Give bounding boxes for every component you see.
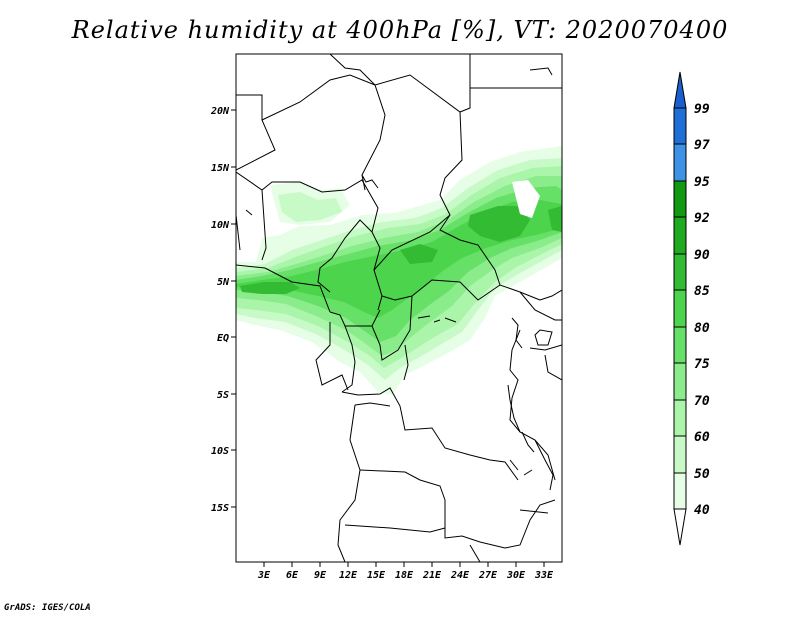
colorbar-label-60: 60 bbox=[694, 430, 710, 445]
grads-credit: GrADS: IGES/COLA bbox=[4, 603, 91, 613]
colorbar-bin-60-70 bbox=[673, 399, 687, 437]
lat-tick-5n: 5N bbox=[217, 277, 230, 288]
colorbar-label-75: 75 bbox=[694, 357, 710, 372]
lon-tick-21e: 21E bbox=[422, 570, 442, 581]
lon-axis: 3E 6E 9E 12E 15E 18E 21E 24E 27E 30E 33E bbox=[257, 562, 554, 581]
rh-85-patch bbox=[240, 282, 300, 294]
lon-tick-33e: 33E bbox=[534, 570, 554, 581]
lon-tick-9e: 9E bbox=[314, 570, 327, 581]
lon-tick-6e: 6E bbox=[286, 570, 299, 581]
colorbar-bottom-arrow bbox=[673, 508, 687, 546]
colorbar-label-95: 95 bbox=[694, 175, 710, 190]
colorbar-label-70: 70 bbox=[694, 394, 710, 409]
lon-tick-30e: 30E bbox=[506, 570, 526, 581]
lon-tick-3e: 3E bbox=[257, 570, 271, 581]
colorbar-bin-97-99 bbox=[673, 107, 687, 145]
colorbar-label-80: 80 bbox=[694, 321, 710, 336]
colorbar-bin-70-75 bbox=[673, 362, 687, 401]
lon-tick-24e: 24E bbox=[450, 570, 470, 581]
lat-tick-10s: 10S bbox=[211, 446, 229, 457]
country-borders bbox=[236, 54, 562, 562]
colorbar-label-40: 40 bbox=[694, 503, 710, 518]
colorbar-top-arrow bbox=[673, 71, 687, 109]
colorbar-bin-40-50 bbox=[673, 472, 687, 510]
lat-tick-15s: 15S bbox=[211, 503, 229, 514]
humidity-shading bbox=[236, 146, 562, 395]
colorbar-label-92: 92 bbox=[694, 211, 710, 226]
lat-tick-10n: 10N bbox=[211, 220, 230, 231]
colorbar-label-99: 99 bbox=[694, 102, 710, 117]
lon-tick-18e: 18E bbox=[395, 570, 414, 581]
lon-tick-27e: 27E bbox=[478, 570, 498, 581]
lon-tick-12e: 12E bbox=[339, 570, 358, 581]
colorbar-bin-92-95 bbox=[673, 180, 687, 218]
colorbar: 99 97 95 92 90 85 80 75 70 60 50 40 bbox=[673, 71, 710, 546]
lat-tick-15n: 15N bbox=[211, 163, 230, 174]
lat-tick-20n: 20N bbox=[210, 106, 230, 117]
lon-tick-15e: 15E bbox=[367, 570, 386, 581]
map-frame bbox=[235, 53, 563, 563]
colorbar-label-50: 50 bbox=[694, 467, 710, 482]
lat-tick-eq: EQ bbox=[217, 333, 229, 344]
colorbar-label-90: 90 bbox=[694, 248, 710, 263]
colorbar-label-97: 97 bbox=[694, 138, 710, 153]
colorbar-bin-80-85 bbox=[673, 289, 687, 328]
colorbar-label-85: 85 bbox=[694, 284, 710, 299]
colorbar-bin-50-60 bbox=[673, 435, 687, 474]
colorbar-bin-95-97 bbox=[673, 143, 687, 182]
lat-axis: 20N 15N 10N 5N EQ 5S 10S 15S bbox=[210, 106, 236, 514]
colorbar-bin-75-80 bbox=[673, 326, 687, 364]
lat-tick-5s: 5S bbox=[217, 390, 229, 401]
colorbar-bin-85-90 bbox=[673, 253, 687, 291]
colorbar-bin-90-92 bbox=[673, 216, 687, 255]
map-title: Relative humidity at 400hPa [%], VT: 202… bbox=[71, 16, 729, 44]
